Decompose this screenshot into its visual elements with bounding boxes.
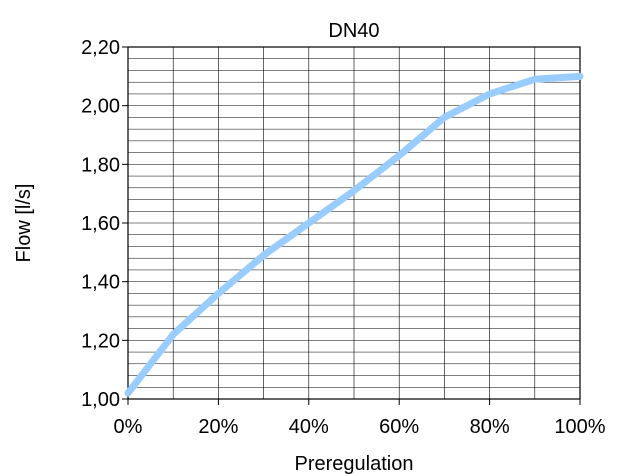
x-axis-ticks: 0% 20% 40% 60% 80% 100%: [114, 399, 606, 438]
x-tick-label: 80%: [470, 416, 510, 438]
y-axis-ticks: 1,00 1,20 1,40 1,60 1,80 2,00 2,20: [81, 37, 128, 411]
grid: [128, 47, 580, 399]
y-tick-label: 2,20: [81, 37, 120, 59]
series-group: [124, 72, 584, 397]
x-tick-label: 60%: [379, 416, 419, 438]
x-tick-label: 0%: [114, 416, 143, 438]
x-tick-label: 100%: [554, 416, 605, 438]
y-tick-label: 1,20: [81, 330, 120, 352]
y-axis-label: Flow [l/s]: [13, 184, 35, 263]
x-tick-label: 20%: [198, 416, 238, 438]
y-tick-label: 1,80: [81, 154, 120, 176]
y-tick-label: 1,00: [81, 389, 120, 411]
x-tick-label: 40%: [289, 416, 329, 438]
y-tick-label: 1,40: [81, 272, 120, 294]
y-tick-label: 2,00: [81, 96, 120, 118]
y-tick-label: 1,60: [81, 213, 120, 235]
x-axis-label: Preregulation: [295, 453, 414, 474]
chart-title: DN40: [328, 20, 379, 42]
